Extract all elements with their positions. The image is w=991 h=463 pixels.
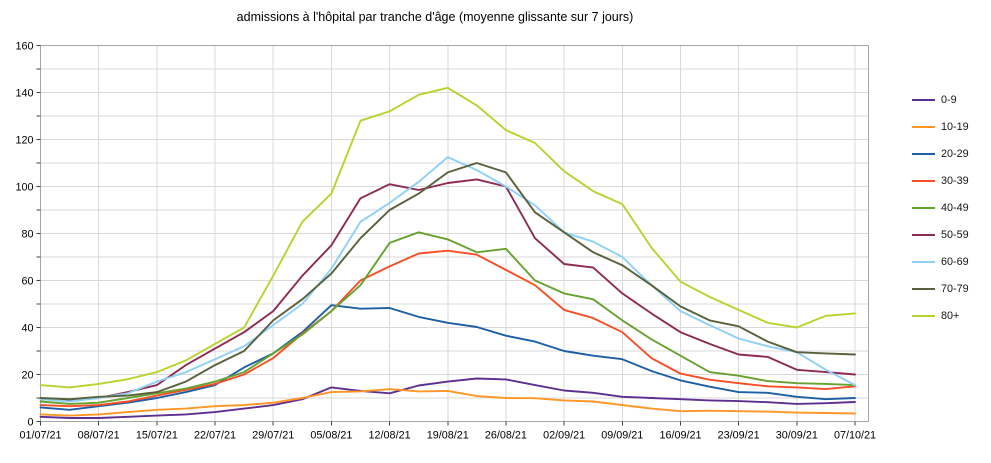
x-axis-label: 19/08/21 [427, 430, 469, 442]
legend-swatch-icon [912, 125, 935, 128]
x-axis-label: 23/09/21 [718, 430, 760, 442]
y-axis-label: 80 [21, 228, 33, 240]
legend-swatch-icon [912, 152, 935, 155]
y-axis-label: 100 [15, 181, 33, 193]
x-axis-label: 12/08/21 [369, 430, 411, 442]
legend-label: 10-19 [941, 120, 969, 133]
legend-label: 30-39 [941, 174, 969, 187]
legend-swatch-icon [912, 179, 935, 182]
series-line-20-29 [39, 304, 856, 411]
series-line-50-59 [39, 178, 856, 402]
legend-label: 20-29 [941, 147, 969, 160]
x-axis-label: 01/07/21 [19, 430, 61, 442]
y-axis-label: 40 [21, 322, 33, 334]
x-axis-label: 05/08/21 [310, 430, 352, 442]
legend-label: 0-9 [941, 93, 957, 106]
series-line-40-49 [39, 231, 856, 405]
x-axis-label: 30/09/21 [776, 430, 818, 442]
series-line-70-79 [39, 162, 856, 401]
legend-item-70-79: 70-79 [912, 275, 969, 302]
x-axis-label: 09/09/21 [601, 430, 643, 442]
series-line-80+ [39, 86, 856, 389]
legend-item-20-29: 20-29 [912, 140, 969, 167]
series-line-0-9 [39, 377, 856, 419]
legend-item-0-9: 0-9 [912, 86, 969, 113]
x-axis-label: 07/10/21 [834, 430, 876, 442]
y-axis-label: 0 [27, 416, 33, 428]
legend-swatch-icon [912, 287, 935, 290]
legend-swatch-icon [912, 233, 935, 236]
legend-label: 60-69 [941, 255, 969, 268]
x-axis-label: 08/07/21 [78, 430, 120, 442]
x-axis-label: 16/09/21 [659, 430, 701, 442]
y-axis-label: 120 [15, 134, 33, 146]
legend-label: 70-79 [941, 282, 969, 295]
x-axis-label: 26/08/21 [485, 430, 527, 442]
legend-item-40-49: 40-49 [912, 194, 969, 221]
legend-label: 40-49 [941, 201, 969, 214]
legend-item-30-39: 30-39 [912, 167, 969, 194]
legend-swatch-icon [912, 98, 935, 101]
y-axis-label: 140 [15, 87, 33, 99]
series-line-60-69 [39, 156, 856, 403]
series-line-10-19 [39, 388, 856, 417]
legend-item-10-19: 10-19 [912, 113, 969, 140]
legend-item-80+: 80+ [912, 302, 969, 329]
series-line-30-39 [39, 249, 856, 408]
legend-swatch-icon [912, 260, 935, 263]
x-axis-label: 22/07/21 [194, 430, 236, 442]
x-axis-label: 15/07/21 [136, 430, 178, 442]
chart-title: admissions à l'hôpital par tranche d'âge… [236, 10, 634, 24]
legend-item-50-59: 50-59 [912, 221, 969, 248]
legend-swatch-icon [912, 314, 935, 317]
legend-swatch-icon [912, 206, 935, 209]
x-axis-label: 02/09/21 [543, 430, 585, 442]
legend: 0-9 10-19 20-29 30-39 40-49 50-59 60-69 70-79 80… [912, 86, 969, 329]
y-axis-label: 20 [21, 369, 33, 381]
y-axis-label: 160 [15, 40, 33, 52]
legend-label: 50-59 [941, 228, 969, 241]
y-axis-label: 60 [21, 275, 33, 287]
x-axis-label: 29/07/21 [252, 430, 294, 442]
legend-item-60-69: 60-69 [912, 248, 969, 275]
legend-label: 80+ [941, 309, 960, 322]
